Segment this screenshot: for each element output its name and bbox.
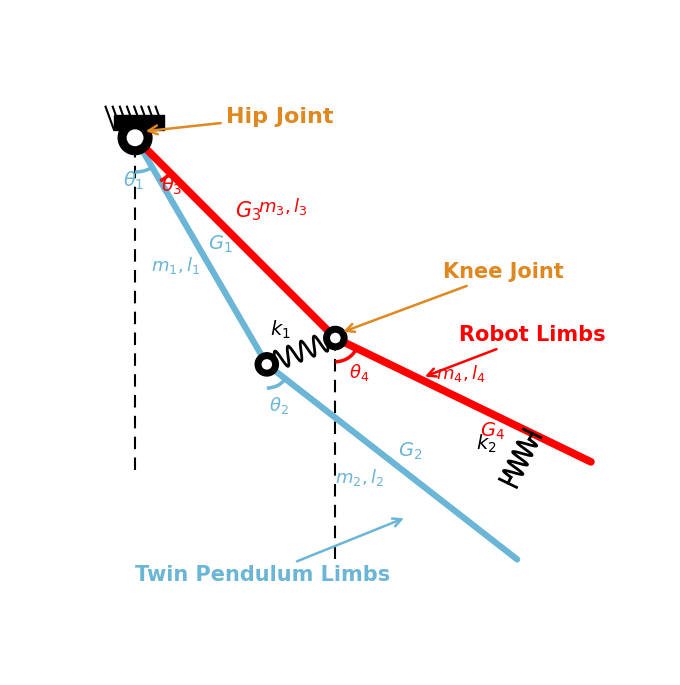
Text: $m_3,l_3$: $m_3,l_3$: [258, 196, 307, 216]
Text: $\theta_3$: $\theta_3$: [161, 175, 183, 197]
Circle shape: [118, 121, 152, 155]
Text: Twin Pendulum Limbs: Twin Pendulum Limbs: [135, 519, 401, 585]
Text: $\theta_1$: $\theta_1$: [123, 170, 144, 192]
Circle shape: [126, 128, 145, 147]
Text: $k_1$: $k_1$: [270, 319, 290, 341]
Polygon shape: [114, 115, 164, 130]
Text: $m_1,l_1$: $m_1,l_1$: [152, 255, 201, 276]
Text: $k_2$: $k_2$: [476, 432, 496, 455]
Text: $m_2,l_2$: $m_2,l_2$: [335, 467, 384, 488]
Text: $G_4$: $G_4$: [479, 421, 505, 443]
Circle shape: [324, 327, 347, 349]
Text: Knee Joint: Knee Joint: [346, 262, 564, 332]
Circle shape: [329, 332, 341, 345]
Circle shape: [255, 353, 278, 376]
Text: $G_3$: $G_3$: [235, 200, 261, 223]
Circle shape: [260, 358, 273, 371]
Text: Robot Limbs: Robot Limbs: [428, 325, 606, 377]
Text: $\theta_4$: $\theta_4$: [349, 362, 369, 383]
Text: $m_4,l_4$: $m_4,l_4$: [436, 363, 486, 384]
Text: Hip Joint: Hip Joint: [148, 107, 334, 134]
Text: $G_1$: $G_1$: [208, 234, 233, 255]
Text: $G_2$: $G_2$: [398, 441, 423, 462]
Text: $\theta_2$: $\theta_2$: [269, 395, 289, 416]
